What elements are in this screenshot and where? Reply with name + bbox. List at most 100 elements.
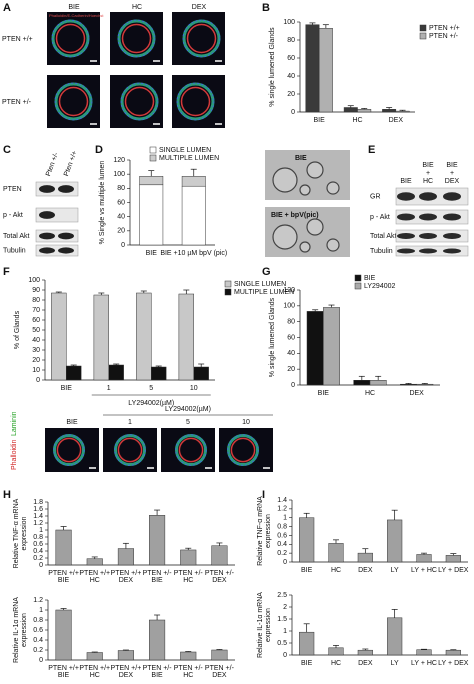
blot-band bbox=[58, 185, 74, 193]
panel-letter: E bbox=[368, 144, 375, 156]
legend-swatch bbox=[224, 280, 232, 288]
y-tick-label: 1.6 bbox=[33, 506, 43, 513]
legend-label: BIE bbox=[364, 275, 376, 282]
y-tick-label: 100 bbox=[283, 19, 295, 26]
legend-label: LY294002 bbox=[364, 283, 396, 290]
legend-swatch bbox=[419, 32, 427, 40]
x-tick-label: PTEN +/- bbox=[143, 665, 173, 672]
blot-band bbox=[58, 232, 74, 240]
blot-band bbox=[443, 213, 461, 221]
x-tick-label: BIE bbox=[151, 672, 163, 679]
x-tick-label: 10 bbox=[190, 385, 198, 392]
y-tick-label: 80 bbox=[287, 319, 295, 326]
stain-label: Laminin bbox=[11, 411, 18, 436]
x-tick-label: BIE bbox=[58, 672, 70, 679]
gland-outer bbox=[174, 433, 208, 467]
x-tick-label: DEX bbox=[119, 577, 134, 584]
y-tick-label: 60 bbox=[117, 199, 125, 206]
gland-ring bbox=[186, 23, 217, 54]
x-tick-label: DEX bbox=[358, 660, 373, 667]
gland-outer bbox=[176, 82, 215, 121]
x-tick-label: HC bbox=[90, 672, 100, 679]
x-tick-label: DEX bbox=[358, 567, 373, 574]
x-tick-label: DEX bbox=[409, 390, 424, 397]
bar bbox=[93, 294, 109, 381]
y-tick-label: 0 bbox=[39, 657, 43, 664]
y-axis-label: Relative IL-1α mRNA bbox=[257, 592, 264, 658]
y-tick-label: 0 bbox=[283, 652, 287, 659]
legend-label: SINGLE LUMEN bbox=[159, 147, 211, 154]
x-tick-label: PTEN +/- bbox=[205, 665, 235, 672]
bar bbox=[328, 647, 344, 656]
bar bbox=[86, 558, 103, 566]
bar bbox=[387, 617, 403, 656]
column-label: BIE bbox=[68, 4, 80, 11]
row-label: Tubulin bbox=[3, 247, 26, 254]
y-tick-label: 20 bbox=[287, 366, 295, 373]
x-tick-label: DEX bbox=[212, 577, 227, 584]
x-tick-label: LY + HC bbox=[411, 660, 437, 667]
bar bbox=[51, 292, 67, 381]
panel-letter: I bbox=[262, 489, 265, 501]
bar bbox=[178, 293, 194, 381]
column-label: + bbox=[450, 170, 454, 177]
panel-letter: C bbox=[3, 144, 11, 156]
y-tick-label: 0 bbox=[39, 562, 43, 569]
bar bbox=[139, 184, 164, 246]
nuclei bbox=[227, 434, 259, 466]
x-tick-label: HC bbox=[365, 390, 375, 397]
y-tick-label: 0.8 bbox=[33, 534, 43, 541]
blot-band bbox=[39, 185, 55, 193]
bar bbox=[55, 529, 72, 566]
bar bbox=[136, 292, 152, 381]
bar bbox=[357, 109, 372, 113]
column-label: BIE bbox=[446, 162, 458, 169]
row-label: Total Akt bbox=[3, 233, 30, 240]
y-tick-label: 0.4 bbox=[33, 637, 43, 644]
blot-band bbox=[397, 192, 415, 201]
x-tick-label: DEX bbox=[389, 117, 404, 124]
y-tick-label: 2 bbox=[283, 604, 287, 611]
y-tick-label: 0.6 bbox=[277, 532, 287, 539]
column-label: 1 bbox=[128, 419, 132, 426]
nuclei bbox=[120, 82, 159, 121]
bar bbox=[357, 649, 373, 656]
y-tick-label: 1 bbox=[283, 515, 287, 522]
column-label: Pten +/+ bbox=[63, 150, 79, 177]
y-tick-label: 20 bbox=[117, 228, 125, 235]
gland-outer bbox=[51, 19, 90, 58]
panel-letter: B bbox=[262, 2, 270, 14]
x-tick-label: PTEN +/+ bbox=[79, 665, 110, 672]
bar bbox=[416, 649, 432, 656]
cyst bbox=[306, 161, 324, 179]
bar bbox=[151, 366, 167, 381]
gland-ring bbox=[180, 86, 211, 117]
y-tick-label: 1 bbox=[283, 628, 287, 635]
bar bbox=[369, 380, 387, 386]
bar bbox=[328, 543, 344, 563]
legend-label: PTEN +/+ bbox=[429, 25, 460, 32]
gland-outer bbox=[117, 19, 156, 58]
y-tick-label: 120 bbox=[113, 157, 125, 164]
legend-label: MULTIPLE LUMEN bbox=[159, 155, 219, 162]
x-tick-label: BIE bbox=[58, 577, 70, 584]
column-label: Pten +/- bbox=[45, 151, 60, 177]
y-tick-label: 0.6 bbox=[33, 627, 43, 634]
y-tick-label: 2.5 bbox=[277, 592, 287, 599]
nuclei bbox=[175, 434, 207, 466]
nuclei bbox=[51, 19, 90, 58]
image-group-title: LY294002(µM) bbox=[165, 406, 211, 413]
bar bbox=[181, 185, 206, 246]
blot-band bbox=[397, 213, 415, 221]
y-axis-label: expression bbox=[265, 608, 272, 642]
bar bbox=[343, 107, 358, 113]
y-tick-label: 100 bbox=[283, 303, 295, 310]
bar bbox=[305, 24, 320, 113]
x-tick-label: PTEN +/+ bbox=[79, 570, 110, 577]
bar bbox=[86, 652, 103, 661]
gland-outer bbox=[54, 82, 93, 121]
blot-band bbox=[419, 192, 437, 201]
y-tick-label: 70 bbox=[32, 307, 40, 314]
bar bbox=[416, 383, 434, 386]
